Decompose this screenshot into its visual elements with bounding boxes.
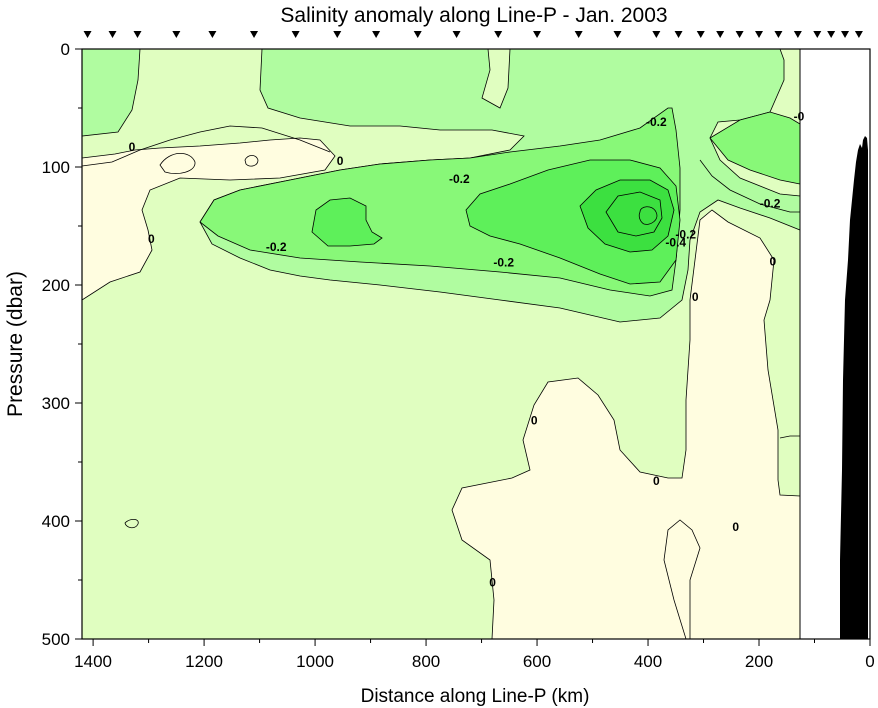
y-tick-label: 200 bbox=[42, 276, 70, 295]
y-tick-label: 300 bbox=[42, 394, 70, 413]
station-marker bbox=[372, 31, 381, 38]
region-core bbox=[605, 191, 663, 237]
x-tick-label: 800 bbox=[412, 652, 440, 671]
contour-line-upper-left bbox=[81, 125, 331, 167]
x-tick-label: 1000 bbox=[296, 652, 334, 671]
station-marker bbox=[494, 31, 503, 38]
x-tick-label: 400 bbox=[634, 652, 662, 671]
station-marker bbox=[854, 31, 863, 38]
contour-core-ring bbox=[638, 206, 658, 225]
station-marker bbox=[652, 31, 661, 38]
station-marker bbox=[83, 31, 92, 38]
region-neg-0.6-0.8-left-blob bbox=[311, 197, 383, 247]
station-marker bbox=[133, 31, 142, 38]
contour-label: 0 bbox=[770, 254, 777, 268]
contour-label: 0 bbox=[148, 232, 155, 246]
x-axis: 1400 1200 1000 800 600 400 200 0 bbox=[74, 639, 875, 671]
station-marker bbox=[827, 31, 836, 38]
station-marker bbox=[674, 31, 683, 38]
contour-line-tiny-bubble bbox=[124, 518, 139, 529]
x-tick-label: 0 bbox=[865, 652, 874, 671]
contour-label: 0 bbox=[653, 474, 660, 488]
station-marker bbox=[208, 31, 217, 38]
station-marker bbox=[613, 31, 622, 38]
station-marker bbox=[291, 31, 300, 38]
contour-label: -0.2 bbox=[675, 227, 696, 241]
chart-title: Salinity anomaly along Line-P - Jan. 200… bbox=[280, 4, 667, 27]
x-tick-label: 1200 bbox=[185, 652, 223, 671]
station-marker bbox=[574, 31, 583, 38]
y-tick-label: 500 bbox=[42, 630, 70, 649]
y-axis: 0 100 200 300 400 500 bbox=[42, 40, 82, 649]
station-marker bbox=[716, 31, 725, 38]
station-marker bbox=[333, 31, 342, 38]
station-marker bbox=[250, 31, 259, 38]
contour-label: -0 bbox=[794, 109, 805, 123]
contour-label: -0.2 bbox=[760, 197, 781, 211]
contour-label: -0.2 bbox=[646, 115, 667, 129]
contour-label: -0.4 bbox=[665, 236, 686, 250]
station-marker bbox=[413, 31, 422, 38]
station-marker bbox=[452, 31, 461, 38]
contour-label: -0.2 bbox=[493, 256, 514, 270]
station-marker bbox=[108, 31, 117, 38]
region-pos-deep bbox=[451, 209, 801, 640]
contour-label: 0 bbox=[692, 290, 699, 304]
contour-line-left-bubble bbox=[159, 152, 196, 174]
station-marker bbox=[533, 31, 542, 38]
contour-line-right-upper bbox=[699, 159, 800, 213]
y-axis-label: Pressure (dbar) bbox=[4, 271, 27, 417]
contour-label: 0 bbox=[732, 520, 739, 534]
station-marker bbox=[172, 31, 181, 38]
contour-label: 0 bbox=[129, 140, 136, 154]
x-tick-label: 200 bbox=[745, 652, 773, 671]
station-markers bbox=[83, 31, 863, 38]
bathymetry bbox=[840, 136, 868, 639]
contour-line-right-side bbox=[779, 435, 800, 439]
station-marker bbox=[735, 31, 744, 38]
station-marker bbox=[793, 31, 802, 38]
x-tick-label: 600 bbox=[523, 652, 551, 671]
y-tick-label: 400 bbox=[42, 512, 70, 531]
contour-label: -0.2 bbox=[266, 240, 287, 254]
x-tick-label: 1400 bbox=[74, 652, 112, 671]
station-marker bbox=[774, 31, 783, 38]
contour-label: -0.2 bbox=[449, 172, 470, 186]
contour-line-small-bubble bbox=[244, 155, 259, 167]
y-tick-label: 100 bbox=[42, 158, 70, 177]
contour-label: 0 bbox=[489, 575, 496, 589]
contour-label: 0 bbox=[531, 414, 538, 428]
region-pos-upper bbox=[81, 137, 336, 301]
contour-label: 0 bbox=[337, 154, 344, 168]
x-axis-label: Distance along Line-P (km) bbox=[361, 686, 590, 707]
station-marker bbox=[696, 31, 705, 38]
station-marker bbox=[755, 31, 764, 38]
station-marker bbox=[841, 31, 850, 38]
y-tick-label: 0 bbox=[61, 40, 70, 59]
station-marker bbox=[813, 31, 822, 38]
plot-area bbox=[81, 48, 870, 640]
